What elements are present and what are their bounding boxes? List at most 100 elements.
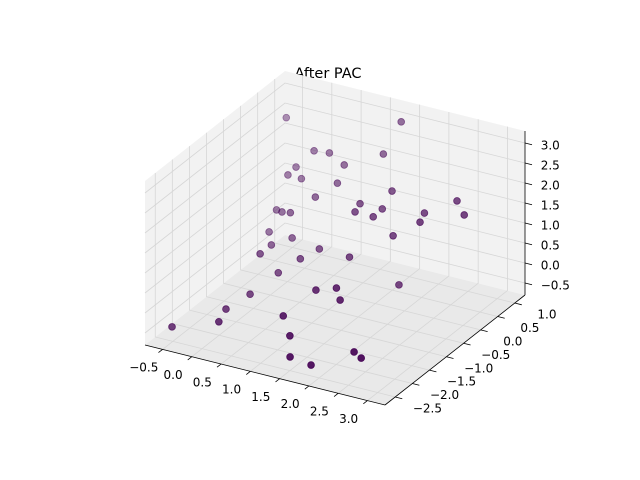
point	[296, 255, 305, 263]
grid-line	[144, 202, 526, 314]
point	[265, 228, 273, 236]
grid-line	[144, 102, 526, 214]
point	[288, 234, 296, 242]
grid-line	[144, 122, 526, 234]
point	[397, 118, 405, 126]
y-tick	[497, 316, 505, 319]
point	[356, 199, 364, 208]
point	[315, 245, 324, 253]
point	[267, 241, 276, 249]
point	[278, 208, 286, 216]
grid-line	[367, 126, 508, 401]
point	[388, 187, 396, 195]
grid-line	[144, 82, 526, 194]
y-tick-label: 0.0	[503, 334, 522, 348]
point	[286, 332, 294, 340]
x-tick	[333, 392, 339, 397]
point	[307, 361, 315, 369]
point	[345, 253, 354, 261]
z-tick-label: 2.0	[541, 178, 560, 192]
point	[357, 354, 365, 362]
z-tick	[524, 242, 533, 246]
point	[395, 281, 403, 289]
x-tick	[275, 378, 280, 383]
z-tick-label: 0.0	[541, 258, 560, 272]
z-tick	[524, 142, 533, 146]
x-tick-label: 3.0	[339, 412, 358, 426]
point	[340, 161, 349, 169]
z-tick	[524, 162, 533, 166]
z-tick-label: 3.0	[541, 138, 560, 152]
grid-line	[144, 182, 526, 294]
point	[312, 286, 320, 294]
y-tick	[514, 302, 522, 306]
grid-line	[274, 79, 515, 304]
grid-line	[162, 75, 303, 350]
point	[274, 268, 283, 277]
point	[215, 317, 223, 326]
x-tick-label: 0.0	[164, 368, 183, 382]
point	[336, 296, 344, 304]
y-tick	[480, 329, 488, 333]
point	[389, 232, 397, 240]
grid-line	[240, 105, 481, 331]
z-tick	[524, 282, 533, 286]
y-tick	[429, 369, 437, 373]
grid-line	[279, 104, 421, 379]
x-tick-label: 2.5	[310, 405, 329, 419]
x-tick	[304, 385, 310, 390]
x-tick-label: 1.0	[222, 383, 241, 397]
point	[460, 211, 469, 219]
z-tick	[524, 262, 533, 266]
grid-line	[206, 132, 447, 358]
grid-line	[188, 146, 430, 371]
z-tick-label: 1.5	[541, 198, 560, 212]
y-tick-label: −0.5	[481, 348, 510, 362]
point	[378, 205, 387, 213]
point	[246, 290, 254, 299]
y-tick-label: −2.5	[413, 402, 442, 416]
z-tick	[524, 202, 533, 206]
y-tick-label: 1.0	[537, 308, 556, 322]
y-tick	[463, 342, 471, 346]
grid-line	[223, 119, 464, 344]
point	[168, 323, 176, 331]
point	[333, 179, 342, 187]
x-tick-label: 1.5	[251, 390, 270, 404]
point	[279, 312, 288, 320]
point	[286, 353, 294, 361]
z-tick-label: 1.0	[541, 218, 560, 232]
grid-line	[144, 222, 526, 334]
pane-back	[285, 71, 525, 295]
point	[297, 174, 306, 183]
point	[282, 113, 291, 122]
y-tick-label: −2.0	[430, 388, 459, 402]
point	[351, 208, 359, 216]
z-tick-label: −0.5	[541, 278, 570, 292]
grid-line	[250, 97, 391, 372]
z-tick	[524, 222, 533, 226]
point	[379, 150, 388, 158]
point	[325, 149, 334, 157]
y-tick	[446, 356, 454, 359]
x-tick	[363, 400, 368, 405]
point	[453, 197, 461, 205]
y-tick	[395, 396, 403, 400]
x-tick-label: 2.0	[281, 397, 300, 411]
pane-floor	[145, 235, 525, 405]
x-tick-label: −0.5	[129, 361, 158, 375]
grid-line	[220, 90, 362, 365]
point	[311, 193, 320, 201]
x-tick-label: 0.5	[193, 375, 212, 389]
point	[416, 218, 424, 226]
y-tick-label: −1.0	[464, 361, 493, 375]
x-tick	[216, 363, 222, 368]
grid-line	[144, 142, 526, 254]
y-tick	[412, 383, 420, 386]
x-tick	[158, 349, 163, 353]
x-tick	[246, 371, 251, 375]
grid-line	[337, 119, 479, 394]
point	[332, 284, 341, 292]
z-tick-label: 0.5	[541, 238, 560, 252]
